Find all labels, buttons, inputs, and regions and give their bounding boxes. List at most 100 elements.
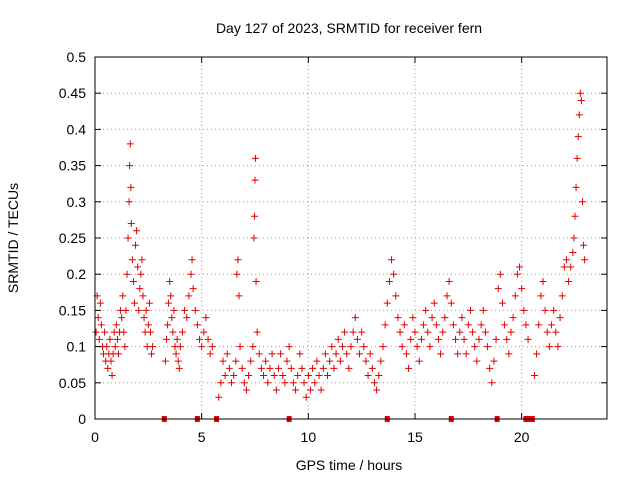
data-point xyxy=(249,343,257,351)
data-point xyxy=(283,357,291,365)
data-point xyxy=(230,372,238,380)
data-point xyxy=(420,321,428,329)
data-point xyxy=(518,285,526,293)
data-point xyxy=(432,321,440,329)
data-point xyxy=(272,386,280,394)
data-point xyxy=(430,299,438,307)
data-point xyxy=(422,306,430,314)
y-tick-label: 0.5 xyxy=(67,49,87,65)
data-point xyxy=(118,314,126,322)
data-point xyxy=(550,306,558,314)
data-point xyxy=(375,372,383,380)
data-point xyxy=(462,350,470,358)
data-point xyxy=(580,241,588,249)
data-point xyxy=(366,350,374,358)
data-point xyxy=(481,328,489,336)
data-point xyxy=(298,364,306,372)
data-point xyxy=(106,335,114,343)
data-point xyxy=(252,277,260,285)
data-point xyxy=(144,321,152,329)
data-point xyxy=(176,343,184,351)
data-point xyxy=(520,306,528,314)
data-point xyxy=(383,299,391,307)
data-point xyxy=(165,299,173,307)
data-point xyxy=(266,364,274,372)
data-point xyxy=(577,96,585,104)
data-point xyxy=(576,89,584,97)
data-point xyxy=(328,343,336,351)
data-point xyxy=(392,292,400,300)
data-point xyxy=(193,321,201,329)
data-point xyxy=(501,321,509,329)
data-point xyxy=(130,299,138,307)
data-point xyxy=(548,321,556,329)
data-point xyxy=(164,321,172,329)
data-point xyxy=(490,357,498,365)
data-point xyxy=(454,350,462,358)
data-point xyxy=(571,212,579,220)
data-point xyxy=(417,335,425,343)
y-axis: 0 0.05 0.1 0.15 0.2 0.25 0.3 0.35 0.4 0.45 0.5 xyxy=(59,49,607,427)
data-point xyxy=(486,364,494,372)
data-point xyxy=(232,357,240,365)
chart-title: Day 127 of 2023, SRMTID for receiver fer… xyxy=(216,20,482,36)
data-point xyxy=(362,357,370,365)
data-point xyxy=(223,350,231,358)
data-point xyxy=(277,350,285,358)
y-tick-label: 0.25 xyxy=(59,230,86,246)
data-point xyxy=(188,256,196,264)
data-point xyxy=(464,321,472,329)
data-point xyxy=(206,350,214,358)
data-point xyxy=(353,335,361,343)
data-point xyxy=(119,292,127,300)
data-point xyxy=(285,343,293,351)
data-point xyxy=(279,372,287,380)
data-point xyxy=(511,292,519,300)
data-point xyxy=(247,357,255,365)
data-point xyxy=(484,343,492,351)
data-point xyxy=(215,393,223,401)
data-point xyxy=(522,321,530,329)
data-point xyxy=(394,314,402,322)
data-point xyxy=(441,314,449,322)
data-point xyxy=(120,328,128,336)
data-point xyxy=(236,343,244,351)
data-point xyxy=(330,364,338,372)
data-point xyxy=(253,328,261,336)
data-point xyxy=(183,314,191,322)
data-point xyxy=(127,183,135,191)
y-tick-label: 0 xyxy=(78,411,86,427)
data-point xyxy=(573,154,581,162)
data-point xyxy=(187,270,195,278)
data-point xyxy=(509,314,517,322)
data-point xyxy=(324,372,332,380)
data-point xyxy=(507,328,515,336)
data-point xyxy=(390,270,398,278)
data-point xyxy=(219,357,227,365)
data-point xyxy=(379,343,387,351)
data-point xyxy=(289,379,297,387)
data-point xyxy=(217,379,225,387)
data-point xyxy=(315,372,323,380)
x-tick-label: 5 xyxy=(198,429,206,445)
data-point xyxy=(558,292,566,300)
data-point xyxy=(537,292,545,300)
data-point xyxy=(167,292,175,300)
x-tick-label: 10 xyxy=(301,429,317,445)
data-point xyxy=(132,241,140,249)
data-point xyxy=(443,292,451,300)
y-tick-label: 0.3 xyxy=(67,194,87,210)
data-point xyxy=(228,379,236,387)
data-point xyxy=(343,350,351,358)
data-point xyxy=(137,270,145,278)
data-point xyxy=(505,350,513,358)
data-point xyxy=(541,306,549,314)
data-point xyxy=(424,328,432,336)
data-point xyxy=(170,306,178,314)
data-point xyxy=(458,314,466,322)
data-point xyxy=(251,176,259,184)
data-point xyxy=(175,364,183,372)
data-point xyxy=(294,372,302,380)
data-point xyxy=(121,343,129,351)
data-point xyxy=(385,277,393,285)
